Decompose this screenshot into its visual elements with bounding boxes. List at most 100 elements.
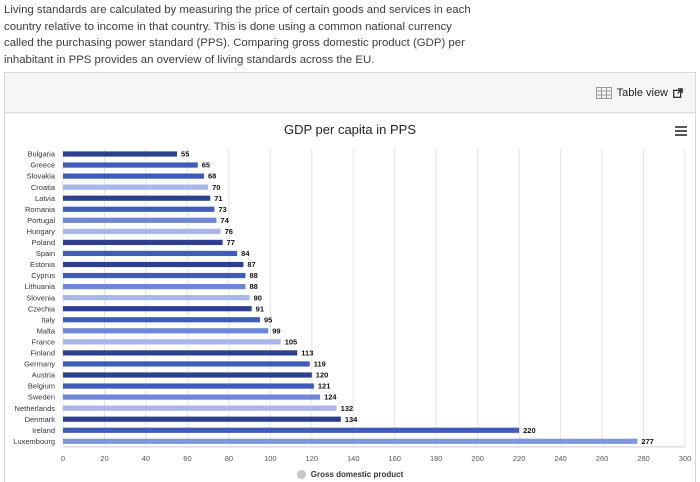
intro-paragraph: Living standards are calculated by measu… <box>4 4 471 66</box>
bar[interactable] <box>63 306 252 312</box>
x-tick-label: 180 <box>430 454 443 463</box>
category-label: Portugal <box>27 216 55 225</box>
chart-title: GDP per capita in PPS <box>284 122 416 137</box>
category-label: Italy <box>41 315 55 324</box>
category-label: Finland <box>30 349 55 358</box>
bar[interactable] <box>63 173 204 179</box>
x-tick-label: 60 <box>183 454 191 463</box>
category-label: Slovakia <box>27 172 56 181</box>
data-label: 70 <box>212 183 220 192</box>
category-label: Netherlands <box>15 404 56 413</box>
bar[interactable] <box>63 416 341 422</box>
data-label: 113 <box>301 349 313 358</box>
x-tick-label: 20 <box>100 454 108 463</box>
legend-label: Gross domestic product <box>310 470 404 479</box>
data-label: 95 <box>264 315 272 324</box>
data-label: 121 <box>318 382 331 391</box>
bar[interactable] <box>63 383 314 389</box>
data-label: 99 <box>272 326 280 335</box>
x-tick-label: 200 <box>471 454 484 463</box>
bar[interactable] <box>63 284 246 290</box>
bar[interactable] <box>63 295 250 301</box>
chart-panel: Table view 0 20 40 60 80 100 120 140 160 180 200 22… <box>4 72 696 482</box>
category-label: Germany <box>24 360 55 369</box>
data-label: 55 <box>181 150 189 159</box>
data-label: 74 <box>220 216 229 225</box>
data-label: 91 <box>256 304 264 313</box>
bar[interactable] <box>63 162 198 168</box>
category-label: Denmark <box>25 415 56 424</box>
category-label: Czechia <box>28 304 56 313</box>
bar[interactable] <box>63 217 217 223</box>
data-label: 90 <box>254 293 262 302</box>
legend-marker <box>296 470 306 479</box>
data-label: 65 <box>202 161 210 170</box>
x-tick-label: 300 <box>679 454 692 463</box>
x-tick-label: 0 <box>61 454 65 463</box>
bar[interactable] <box>63 184 209 190</box>
data-label: 105 <box>285 337 298 346</box>
category-label: Cyprus <box>31 271 55 280</box>
x-tick-label: 160 <box>388 454 401 463</box>
bar[interactable] <box>63 272 246 279</box>
bar[interactable] <box>63 405 337 411</box>
bar[interactable] <box>63 151 178 157</box>
category-label: Croatia <box>31 183 56 192</box>
data-label: 73 <box>218 205 226 214</box>
category-label: Greece <box>30 161 55 170</box>
x-tick-label: 280 <box>637 454 650 463</box>
chart-legend[interactable]: Gross domestic product <box>5 470 695 479</box>
table-view-button[interactable]: Table view <box>595 85 683 101</box>
data-label: 87 <box>247 260 255 269</box>
bar[interactable] <box>63 361 310 367</box>
data-label: 68 <box>208 172 216 181</box>
bar[interactable] <box>63 372 312 378</box>
category-label: Ireland <box>32 426 55 435</box>
data-label: 220 <box>523 426 536 435</box>
bar[interactable] <box>63 350 298 356</box>
category-label: Bulgaria <box>27 150 55 159</box>
data-label: 84 <box>241 249 250 258</box>
bar[interactable] <box>63 206 215 212</box>
category-label: Sweden <box>28 393 55 402</box>
chart-toolbar: Table view <box>5 73 695 113</box>
data-label: 277 <box>641 437 654 446</box>
data-label: 88 <box>249 282 257 291</box>
bar[interactable] <box>63 427 520 433</box>
category-label: Luxembourg <box>13 437 55 446</box>
bar[interactable] <box>63 250 238 257</box>
data-label: 119 <box>314 360 326 369</box>
category-label: Hungary <box>27 227 56 236</box>
bar[interactable] <box>63 328 269 334</box>
hamburger-menu-icon[interactable] <box>675 126 687 136</box>
x-tick-label: 100 <box>264 454 277 463</box>
bar[interactable] <box>63 261 244 268</box>
bar[interactable] <box>63 438 638 444</box>
x-tick-label: 140 <box>347 454 360 463</box>
category-label: Estonia <box>30 260 56 269</box>
x-tick-label: 220 <box>513 454 526 463</box>
data-label: 124 <box>324 393 337 402</box>
category-label: Romania <box>25 205 56 214</box>
bar-chart: 0 20 40 60 80 100 120 140 160 180 200 220 240 260 280 3… <box>13 148 692 463</box>
table-icon <box>595 87 612 99</box>
data-label: 88 <box>249 271 257 280</box>
category-label: Latvia <box>35 194 56 203</box>
x-tick-label: 40 <box>142 454 150 463</box>
x-tick-label: 240 <box>554 454 567 463</box>
x-tick-label: 260 <box>596 454 609 463</box>
bar[interactable] <box>63 228 221 234</box>
category-label: Austria <box>32 371 56 380</box>
data-label: 132 <box>341 404 354 413</box>
bar[interactable] <box>63 394 321 400</box>
category-label: Spain <box>36 249 55 258</box>
bar[interactable] <box>63 339 281 345</box>
bar[interactable] <box>63 239 223 245</box>
category-label: Poland <box>32 238 55 247</box>
data-label: 134 <box>345 415 358 424</box>
bar[interactable] <box>63 317 260 323</box>
category-label: Belgium <box>28 382 55 391</box>
table-view-label: Table view <box>616 87 668 99</box>
data-label: 76 <box>225 227 233 236</box>
bar[interactable] <box>63 195 211 201</box>
